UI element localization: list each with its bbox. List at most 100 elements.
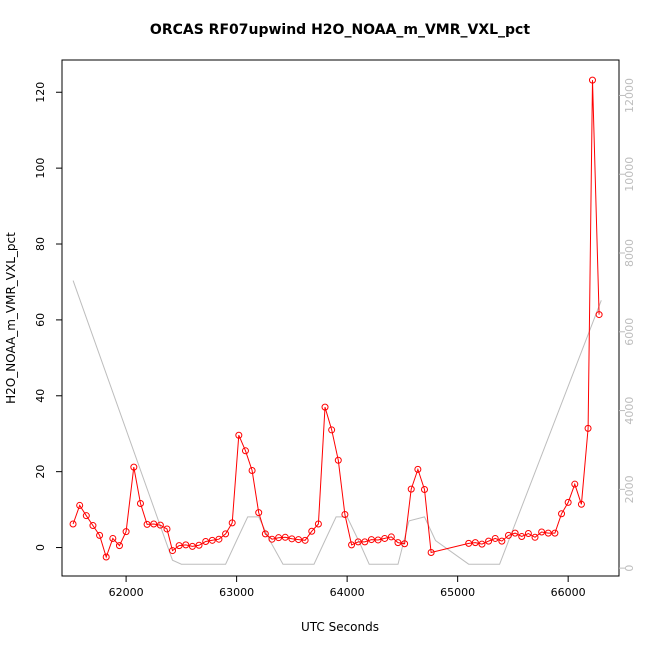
plot-frame bbox=[61, 59, 620, 577]
secondary-series-line bbox=[72, 280, 602, 565]
y2-tick-label: 12000 bbox=[623, 78, 636, 113]
data-point bbox=[163, 525, 171, 533]
x-tick-label: 64000 bbox=[330, 586, 365, 599]
x-tick-label: 63000 bbox=[219, 586, 254, 599]
data-point bbox=[321, 403, 329, 411]
data-point bbox=[394, 539, 402, 547]
data-point bbox=[571, 480, 579, 488]
data-point bbox=[115, 542, 123, 550]
data-point bbox=[361, 538, 369, 546]
data-point bbox=[354, 538, 362, 546]
data-point bbox=[295, 536, 303, 544]
y2-tick-label: 0 bbox=[623, 565, 636, 572]
data-point bbox=[407, 485, 415, 493]
x-tick-label: 66000 bbox=[551, 586, 586, 599]
y2-tick-label: 8000 bbox=[623, 239, 636, 267]
data-point bbox=[109, 534, 117, 542]
y2-tick-label: 2000 bbox=[623, 475, 636, 503]
data-point bbox=[328, 426, 336, 434]
data-point bbox=[551, 529, 559, 537]
data-point bbox=[248, 467, 256, 475]
data-point bbox=[478, 540, 486, 548]
data-point bbox=[544, 529, 552, 537]
y-tick-label: 100 bbox=[34, 158, 47, 179]
x-tick-label: 62000 bbox=[109, 586, 144, 599]
data-point bbox=[261, 530, 269, 538]
data-point bbox=[156, 521, 164, 529]
data-point bbox=[122, 528, 130, 536]
data-point bbox=[564, 498, 572, 506]
y-tick-label: 60 bbox=[34, 313, 47, 327]
data-point bbox=[143, 520, 151, 528]
data-point bbox=[518, 533, 526, 541]
y2-tick-label: 10000 bbox=[623, 157, 636, 192]
data-point bbox=[538, 528, 546, 536]
x-axis-label: UTC Seconds bbox=[301, 620, 379, 634]
data-point bbox=[595, 311, 603, 319]
data-point bbox=[175, 542, 183, 550]
data-point bbox=[202, 537, 210, 545]
data-point bbox=[524, 530, 532, 538]
data-point bbox=[150, 520, 158, 528]
data-point bbox=[465, 539, 473, 547]
data-point bbox=[89, 522, 97, 530]
data-point bbox=[235, 431, 243, 439]
data-point bbox=[275, 534, 283, 542]
data-point bbox=[288, 535, 296, 543]
data-point bbox=[102, 553, 110, 561]
y2-tick-label: 6000 bbox=[623, 318, 636, 346]
data-point bbox=[577, 500, 585, 508]
data-point bbox=[182, 541, 190, 549]
primary-series-line bbox=[72, 80, 600, 559]
data-point bbox=[420, 485, 428, 493]
y-axis-label: H2O_NOAA_m_VMR_VXL_pct bbox=[4, 232, 18, 404]
data-point bbox=[96, 531, 104, 539]
data-point bbox=[255, 509, 263, 517]
y-tick-label: 40 bbox=[34, 389, 47, 403]
data-point bbox=[222, 530, 230, 538]
data-point bbox=[208, 536, 216, 544]
data-point bbox=[215, 535, 223, 543]
data-point bbox=[341, 511, 349, 519]
data-point bbox=[401, 540, 409, 548]
data-point bbox=[381, 534, 389, 542]
data-point bbox=[334, 456, 342, 464]
chart-title: ORCAS RF07upwind H2O_NOAA_m_VMR_VXL_pct bbox=[150, 22, 530, 38]
data-point bbox=[471, 539, 479, 547]
data-point bbox=[301, 536, 309, 544]
data-point bbox=[268, 535, 276, 543]
data-point bbox=[136, 500, 144, 508]
data-point bbox=[367, 536, 375, 544]
data-point bbox=[504, 531, 512, 539]
data-point bbox=[427, 548, 435, 556]
data-point bbox=[491, 534, 499, 542]
data-point bbox=[387, 533, 395, 541]
data-point bbox=[558, 510, 566, 518]
data-point bbox=[228, 519, 236, 527]
y-tick-label: 20 bbox=[34, 465, 47, 479]
data-point bbox=[374, 536, 382, 544]
data-point bbox=[485, 537, 493, 545]
data-point bbox=[281, 533, 289, 541]
plot-area: 62000 63000 64000 65000 66000 0 20 40 60 80 100 120… bbox=[34, 59, 636, 599]
data-point bbox=[130, 463, 138, 471]
y-tick-label: 120 bbox=[34, 82, 47, 103]
data-point bbox=[241, 447, 249, 455]
y2-tick-label: 4000 bbox=[623, 397, 636, 425]
data-point bbox=[169, 547, 177, 555]
data-point bbox=[414, 465, 422, 473]
data-point bbox=[511, 529, 519, 537]
data-point bbox=[76, 501, 84, 509]
data-point bbox=[195, 541, 203, 549]
data-point bbox=[82, 512, 90, 520]
data-point bbox=[69, 520, 77, 528]
y-tick-label: 80 bbox=[34, 237, 47, 251]
data-point bbox=[584, 424, 592, 432]
data-point bbox=[531, 533, 539, 541]
data-point bbox=[498, 537, 506, 545]
x-tick-label: 65000 bbox=[440, 586, 475, 599]
data-point bbox=[348, 541, 356, 549]
data-point bbox=[588, 76, 596, 84]
y-tick-label: 0 bbox=[34, 544, 47, 551]
